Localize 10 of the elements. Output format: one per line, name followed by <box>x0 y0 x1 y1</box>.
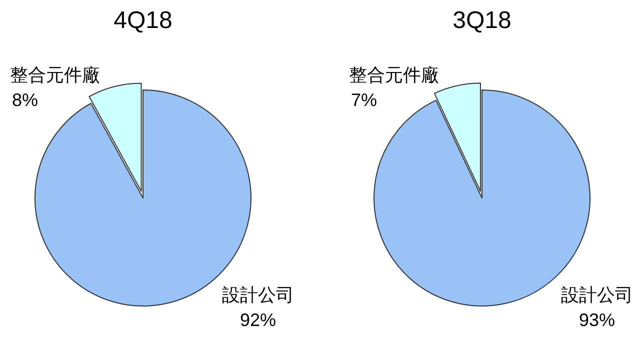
data-label: 7% <box>351 90 378 110</box>
slice-label: 整合元件廠 <box>10 65 100 85</box>
data-label: 93% <box>578 310 616 330</box>
slice-label: 設計公司 <box>222 285 294 305</box>
slice-label: 整合元件廠 <box>349 65 439 85</box>
data-label: 8% <box>12 90 38 110</box>
chart-title: 4Q18 <box>114 7 172 34</box>
slice-label: 設計公司 <box>561 285 633 305</box>
data-label: 92% <box>240 310 276 330</box>
chart-title: 3Q18 <box>452 7 512 34</box>
